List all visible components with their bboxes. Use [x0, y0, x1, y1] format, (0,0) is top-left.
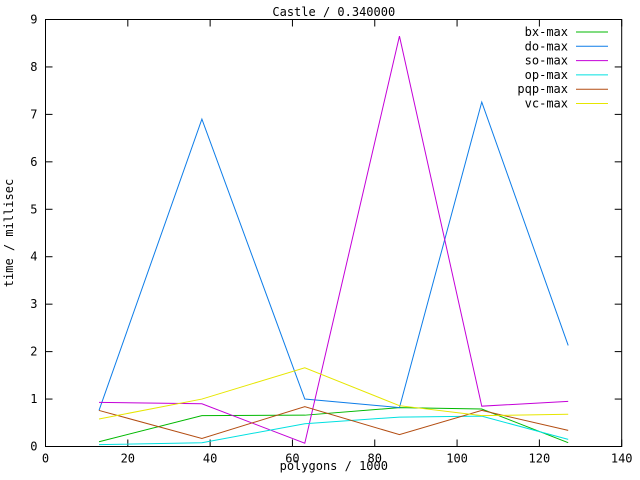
legend-label-so-max: so-max	[525, 54, 568, 68]
x-tick-label: 60	[285, 452, 299, 466]
x-tick-label: 140	[611, 452, 633, 466]
legend-item-so-max: so-max	[525, 54, 608, 68]
legend-item-pqp-max: pqp-max	[517, 82, 608, 96]
chart-title: Castle / 0.340000	[272, 5, 395, 19]
series-lines	[98, 35, 569, 446]
y-tick-label: 5	[30, 202, 37, 216]
y-tick-label: 6	[30, 155, 37, 169]
y-tick-label: 2	[30, 345, 37, 359]
y-axis-label: time / millisec	[2, 179, 16, 287]
legend-label-do-max: do-max	[525, 39, 568, 53]
x-axis-label: polygons / 1000	[280, 459, 388, 473]
x-tick-label: 0	[42, 452, 49, 466]
axis-tick-labels: 0 20 40 60 80 100 120 140 0 1 2 3 4 5 6 7 8 9	[30, 13, 632, 466]
series-line-bx-max	[98, 407, 569, 444]
x-tick-label: 40	[203, 452, 217, 466]
legend-label-bx-max: bx-max	[525, 25, 568, 39]
x-tick-label: 80	[368, 452, 382, 466]
y-tick-label: 8	[30, 60, 37, 74]
series-line-so-max	[98, 35, 569, 444]
legend-item-op-max: op-max	[525, 68, 608, 82]
axis-ticks	[45, 19, 623, 447]
x-tick-label: 20	[121, 452, 135, 466]
series-line-op-max	[98, 415, 569, 446]
y-tick-label: 9	[30, 13, 37, 27]
series-line-do-max	[98, 100, 569, 411]
legend-label-vc-max: vc-max	[525, 97, 568, 111]
y-tick-label: 3	[30, 297, 37, 311]
legend-item-vc-max: vc-max	[525, 97, 608, 111]
series-line-vc-max	[98, 367, 569, 420]
series-line-pqp-max	[98, 406, 569, 439]
y-tick-label: 4	[30, 250, 37, 264]
legend-item-bx-max: bx-max	[525, 25, 608, 39]
y-tick-label: 1	[30, 392, 37, 406]
plot-area-border	[45, 19, 623, 447]
legend-item-do-max: do-max	[525, 39, 608, 53]
x-tick-label: 120	[529, 452, 551, 466]
y-tick-label: 7	[30, 107, 37, 121]
legend-label-op-max: op-max	[525, 68, 568, 82]
y-tick-label: 0	[30, 440, 37, 454]
x-tick-label: 100	[446, 452, 468, 466]
legend-label-pqp-max: pqp-max	[517, 82, 568, 96]
